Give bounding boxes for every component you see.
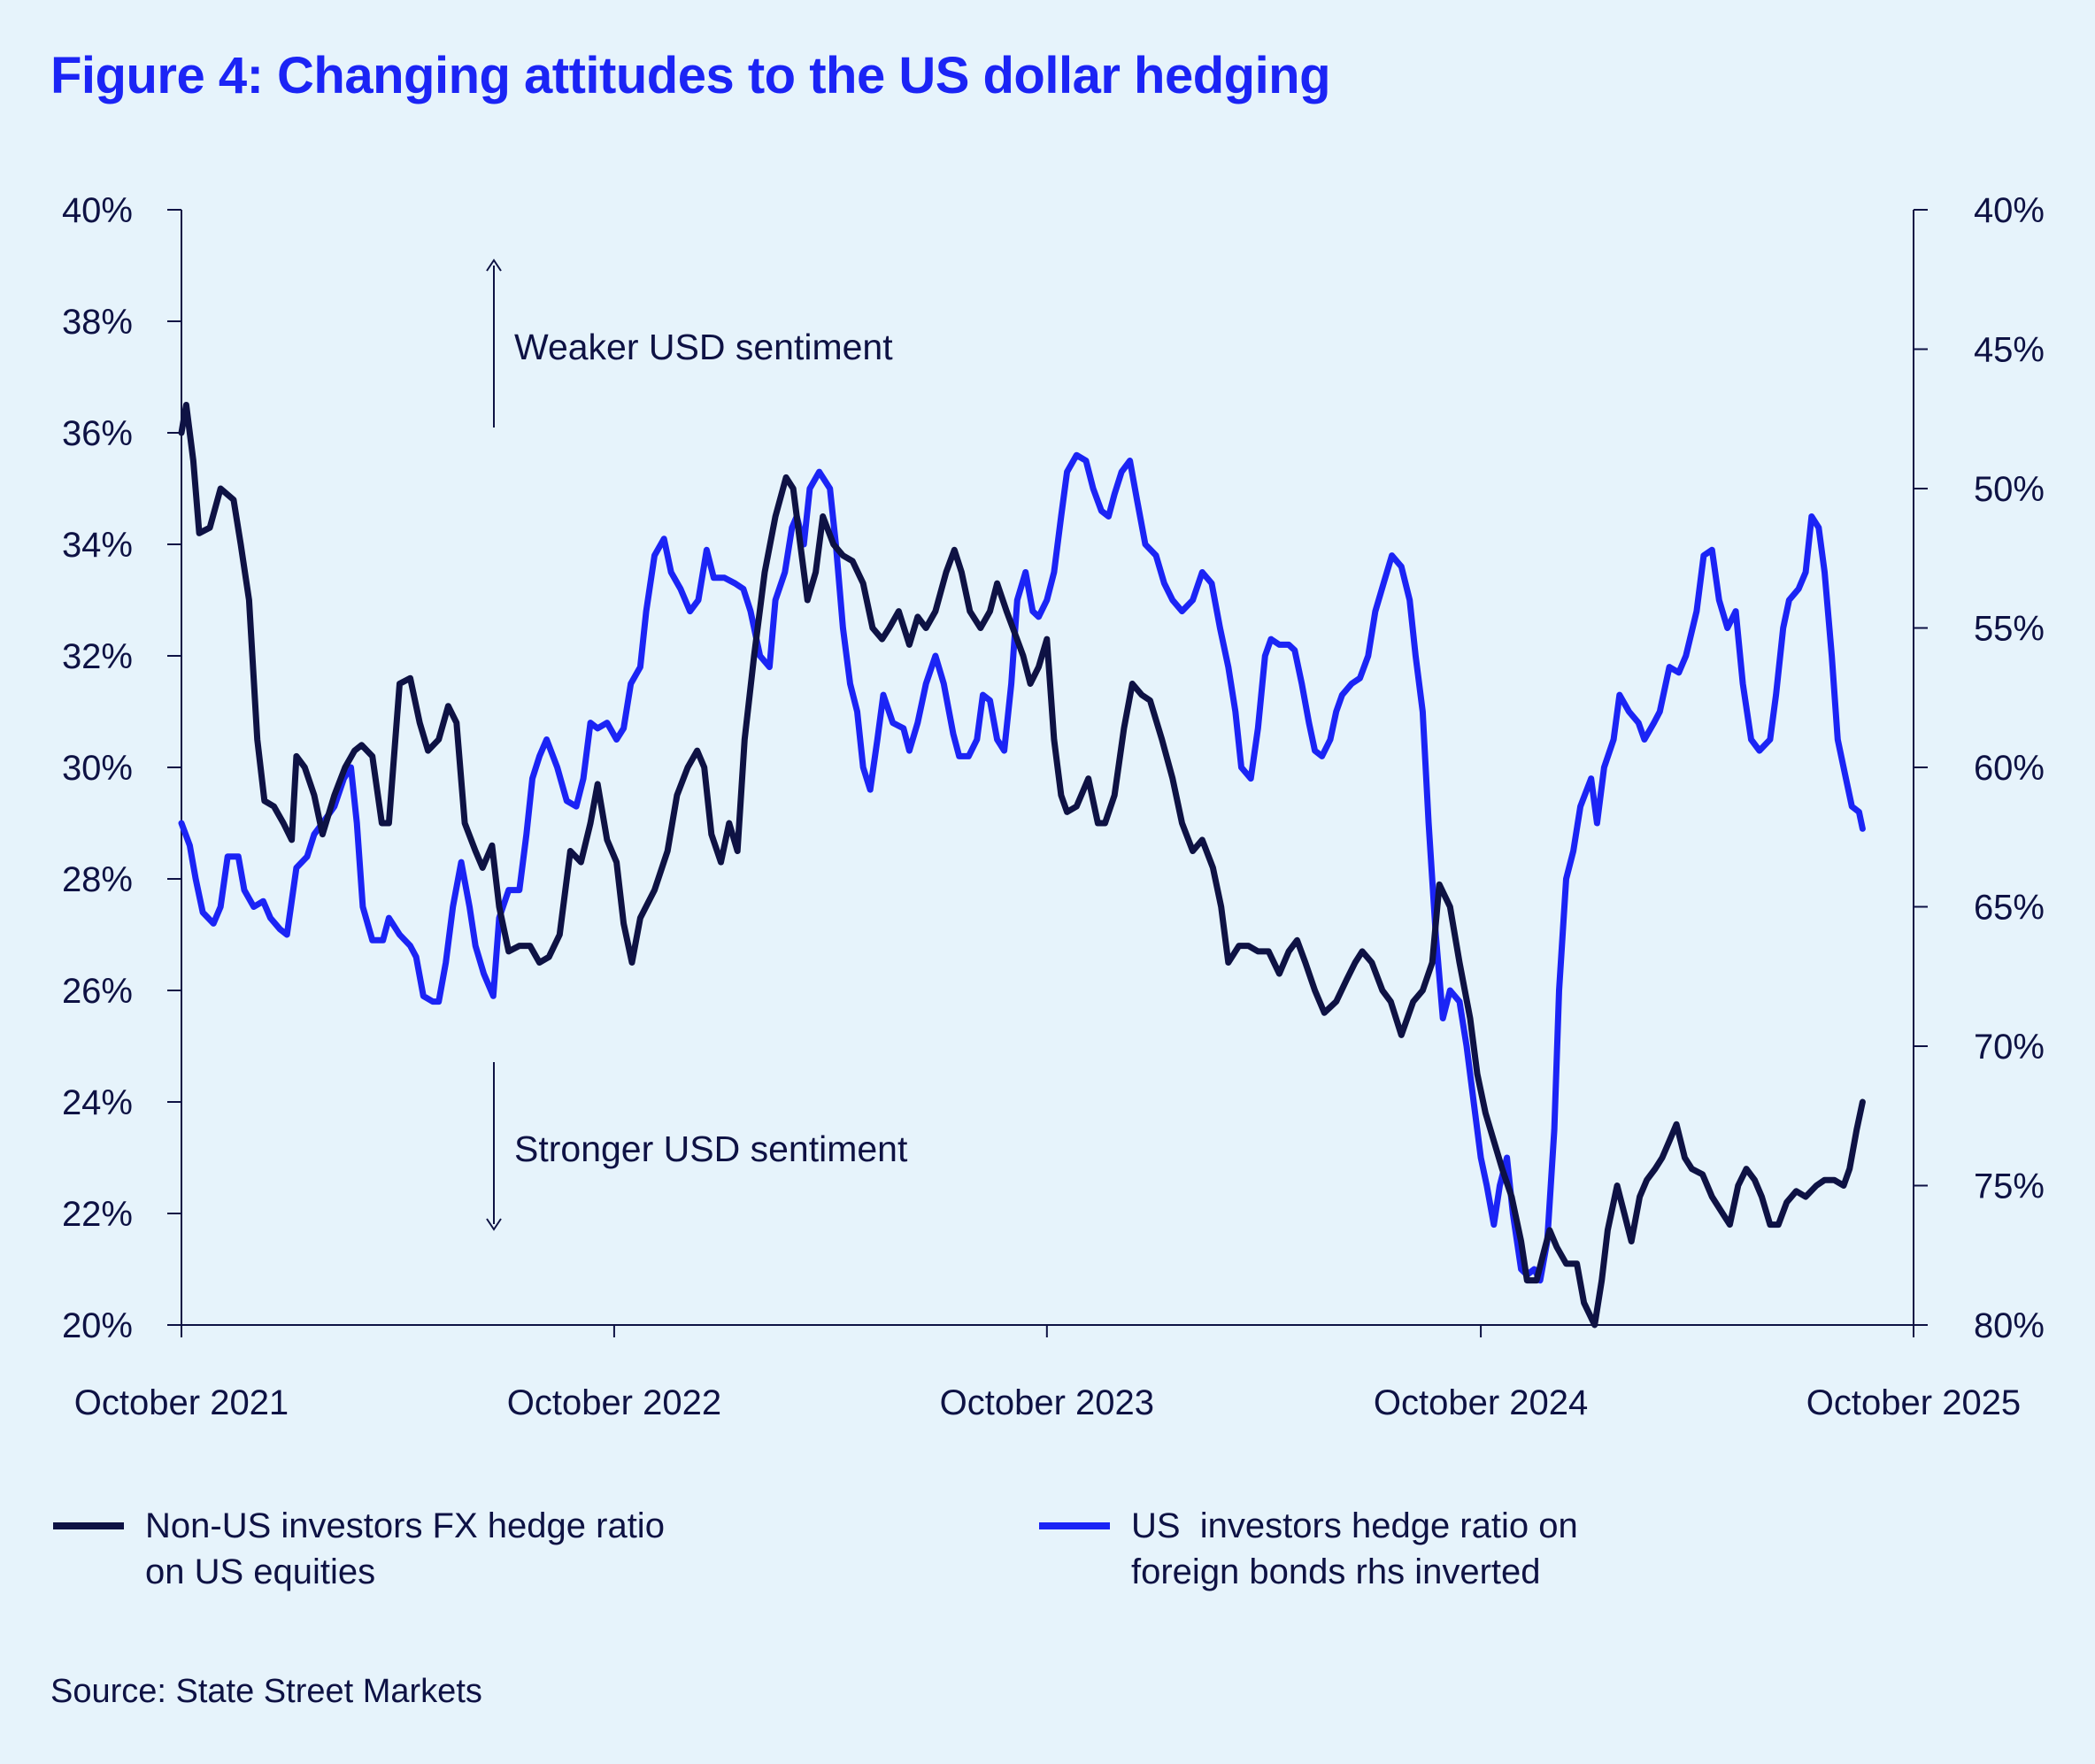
- left-axis-tick-label: 38%: [62, 303, 133, 342]
- x-axis-tick-label: October 2022: [507, 1383, 721, 1422]
- chart-title: Figure 4: Changing attitudes to the US d…: [50, 47, 1331, 104]
- legend-item-non-us: Non-US investors FX hedge ratio on US eq…: [53, 1503, 665, 1595]
- left-axis-tick-label: 40%: [62, 191, 133, 230]
- right-axis-tick-label: 65%: [1974, 889, 2045, 928]
- left-axis-tick-label: 30%: [62, 749, 133, 788]
- right-axis-tick-label: 80%: [1974, 1306, 2045, 1345]
- annotations: Weaker USD sentiment Stronger USD sentim…: [486, 258, 908, 1231]
- x-axis-tick-label: October 2024: [1374, 1383, 1588, 1422]
- left-axis-tick-label: 20%: [62, 1306, 133, 1345]
- series-line-us-bonds: [178, 451, 1866, 1284]
- right-axis-tick-label: 70%: [1974, 1028, 2045, 1067]
- left-axis-tick-label: 36%: [62, 414, 133, 453]
- legend-label-line: foreign bonds rhs inverted: [1131, 1552, 1541, 1591]
- right-axis-tick-label: 45%: [1974, 331, 2045, 370]
- legend-swatch-non-us: [53, 1522, 124, 1529]
- left-axis-tick-label: 28%: [62, 860, 133, 899]
- legend-label-line: Non-US investors FX hedge ratio: [145, 1506, 665, 1545]
- left-axis-tick-label: 34%: [62, 526, 133, 565]
- left-axis-tick-label: 22%: [62, 1195, 133, 1234]
- weaker-usd-annotation: Weaker USD sentiment: [514, 327, 893, 367]
- x-axis-tick-label: October 2023: [940, 1383, 1154, 1422]
- series-line-non-us-equities: [178, 402, 1866, 1329]
- x-axis-tick-label: October 2025: [1806, 1383, 2021, 1422]
- left-axis-tick-label: 24%: [62, 1083, 133, 1122]
- legend-label-line: on US equities: [145, 1552, 376, 1591]
- legend-label-line: US investors hedge ratio on: [1131, 1506, 1578, 1545]
- axes: 40% 38% 36% 34% 32% 30% 28% 26% 24% 22% 20% 40% 45% 5…: [62, 191, 2045, 1422]
- right-axis-tick-label: 40%: [1974, 191, 2045, 230]
- series-lines: [178, 402, 1866, 1329]
- right-axis-tick-label: 60%: [1974, 749, 2045, 788]
- legend-swatch-us: [1039, 1522, 1110, 1529]
- left-axis-tick-label: 26%: [62, 972, 133, 1011]
- stronger-arrow-head-icon: [486, 1218, 502, 1231]
- weaker-arrow-head-icon: [486, 258, 502, 272]
- x-axis-tick-label: October 2021: [74, 1383, 289, 1422]
- stronger-usd-annotation: Stronger USD sentiment: [514, 1128, 908, 1169]
- right-axis-tick-label: 75%: [1974, 1167, 2045, 1206]
- legend-item-us: US investors hedge ratio on foreign bond…: [1039, 1503, 1578, 1595]
- source-note: Source: State Street Markets: [50, 1673, 482, 1710]
- left-axis-tick-label: 32%: [62, 637, 133, 676]
- right-axis-tick-label: 50%: [1974, 470, 2045, 509]
- right-axis-tick-label: 55%: [1974, 610, 2045, 649]
